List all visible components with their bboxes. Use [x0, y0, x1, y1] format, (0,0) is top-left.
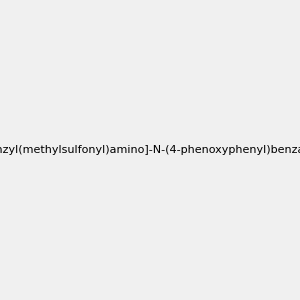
Text: 4-[benzyl(methylsulfonyl)amino]-N-(4-phenoxyphenyl)benzamide: 4-[benzyl(methylsulfonyl)amino]-N-(4-phe…: [0, 145, 300, 155]
